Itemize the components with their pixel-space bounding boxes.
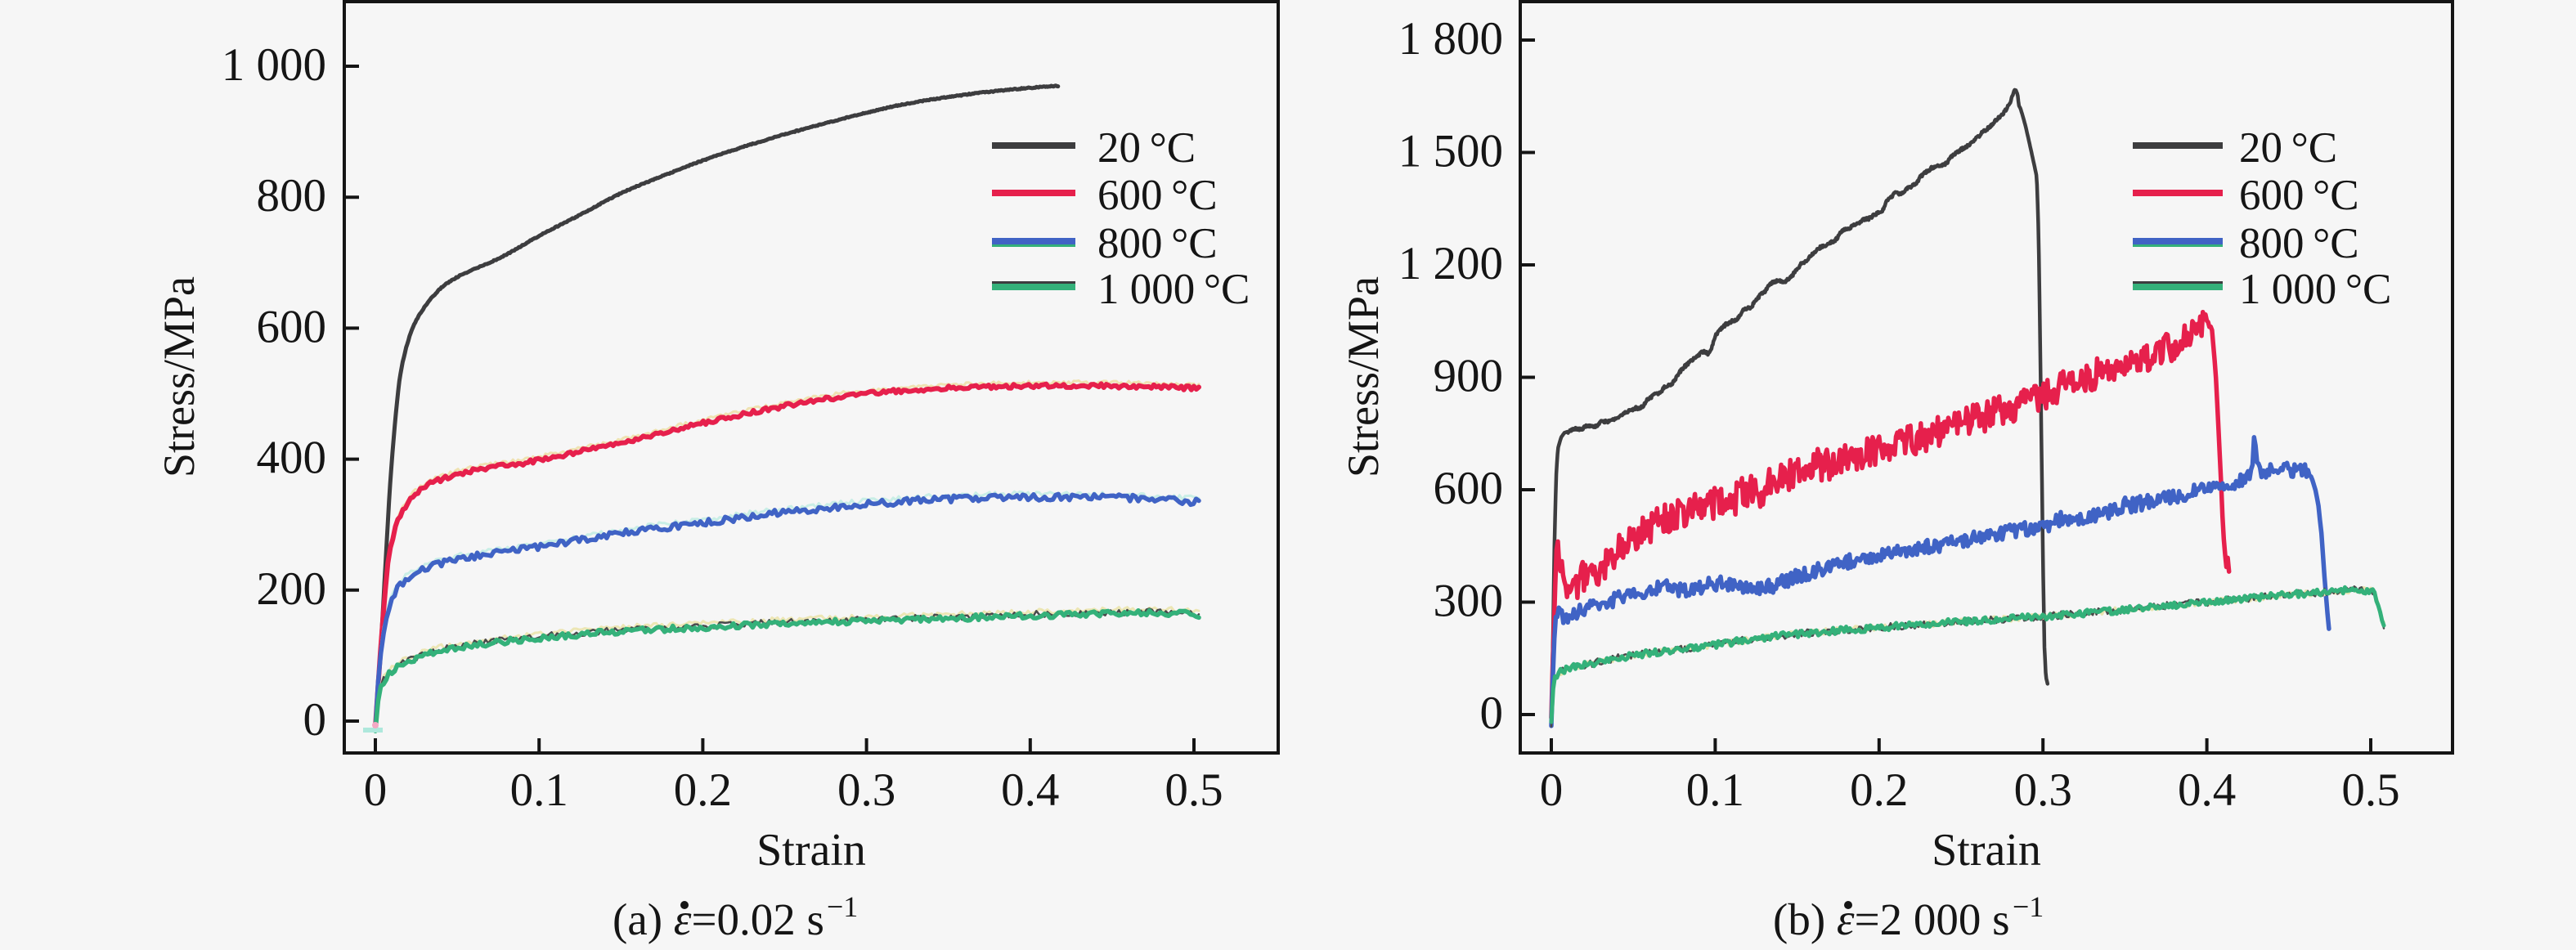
svg-text:1 800: 1 800	[1398, 13, 1503, 65]
svg-text:Stress/MPa: Stress/MPa	[155, 276, 204, 477]
svg-text:0.5: 0.5	[1165, 764, 1223, 816]
svg-text:1 500: 1 500	[1398, 126, 1503, 177]
svg-text:800 °C: 800 °C	[2239, 220, 2359, 267]
svg-text:800 °C: 800 °C	[1097, 220, 1218, 267]
svg-text:Strain: Strain	[1932, 825, 2041, 876]
svg-text:800: 800	[257, 170, 327, 222]
svg-text:200: 200	[257, 563, 327, 615]
svg-text:20 °C: 20 °C	[1097, 124, 1196, 172]
svg-text:600: 600	[1434, 463, 1504, 514]
svg-text:−1: −1	[2013, 890, 2044, 923]
svg-text:0: 0	[364, 764, 388, 816]
svg-text:600: 600	[257, 301, 327, 352]
svg-text:0.5: 0.5	[2341, 764, 2399, 816]
svg-text:Stress/MPa: Stress/MPa	[1339, 276, 1388, 477]
svg-text:0.3: 0.3	[837, 764, 895, 816]
svg-text:1 000 °C: 1 000 °C	[1097, 266, 1250, 313]
svg-text:0.4: 0.4	[2178, 764, 2236, 816]
svg-text:0.2: 0.2	[674, 764, 732, 816]
svg-text:20 °C: 20 °C	[2239, 124, 2337, 172]
svg-text:(a) ε=0.02 s: (a) ε=0.02 s	[613, 894, 824, 944]
svg-text:1 000 °C: 1 000 °C	[2239, 266, 2391, 313]
svg-text:600 °C: 600 °C	[1097, 172, 1218, 219]
svg-text:0.3: 0.3	[2014, 764, 2072, 816]
svg-text:−1: −1	[827, 890, 858, 923]
svg-text:0.1: 0.1	[1686, 764, 1744, 816]
svg-text:600 °C: 600 °C	[2239, 172, 2359, 219]
svg-text:300: 300	[1434, 576, 1504, 627]
svg-text:Strain: Strain	[756, 825, 866, 876]
svg-text:1 000: 1 000	[222, 39, 326, 91]
svg-text:900: 900	[1434, 351, 1504, 402]
svg-text:0.1: 0.1	[510, 764, 568, 816]
svg-text:400: 400	[257, 432, 327, 484]
svg-text:0: 0	[1480, 688, 1504, 739]
svg-text:1 200: 1 200	[1398, 238, 1503, 289]
svg-text:0.2: 0.2	[1850, 764, 1908, 816]
svg-text:0: 0	[1540, 764, 1564, 816]
svg-text:0.4: 0.4	[1001, 764, 1059, 816]
svg-text:0: 0	[303, 694, 327, 746]
svg-text:(b) ε=2 000 s: (b) ε=2 000 s	[1773, 894, 2010, 944]
